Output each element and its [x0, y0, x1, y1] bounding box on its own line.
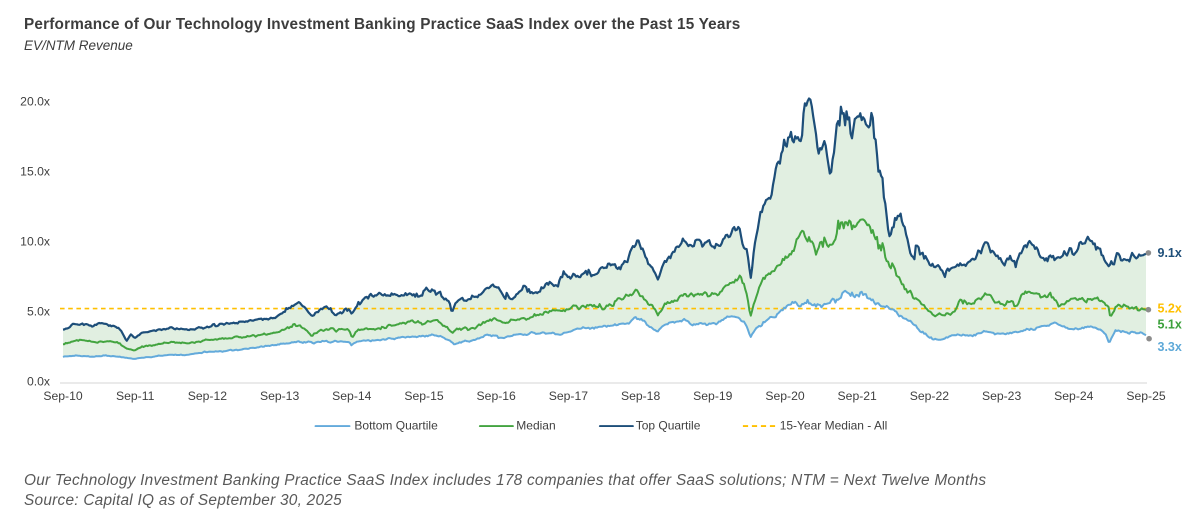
svg-text:20.0x: 20.0x — [20, 95, 50, 109]
svg-text:Top Quartile: Top Quartile — [636, 418, 701, 432]
svg-text:Sep-18: Sep-18 — [621, 389, 661, 403]
svg-text:5.0x: 5.0x — [27, 305, 50, 319]
svg-text:Sep-23: Sep-23 — [982, 389, 1022, 403]
svg-text:Sep-15: Sep-15 — [404, 389, 444, 403]
svg-text:Sep-14: Sep-14 — [332, 389, 372, 403]
svg-text:5.2x: 5.2x — [1158, 301, 1182, 315]
svg-text:Sep-19: Sep-19 — [693, 389, 733, 403]
svg-text:Sep-10: Sep-10 — [43, 389, 83, 403]
svg-text:9.1x: 9.1x — [1158, 246, 1182, 260]
svg-text:Sep-22: Sep-22 — [910, 389, 950, 403]
svg-text:5.1x: 5.1x — [1158, 317, 1182, 331]
svg-text:15.0x: 15.0x — [20, 165, 50, 179]
svg-text:Sep-20: Sep-20 — [765, 389, 805, 403]
svg-text:3.3x: 3.3x — [1158, 340, 1182, 354]
svg-text:Sep-24: Sep-24 — [1054, 389, 1094, 403]
svg-text:Sep-12: Sep-12 — [188, 389, 228, 403]
svg-text:Sep-11: Sep-11 — [116, 389, 155, 403]
svg-text:Sep-21: Sep-21 — [838, 389, 878, 403]
svg-text:15-Year Median - All: 15-Year Median - All — [780, 418, 888, 432]
svg-text:Sep-17: Sep-17 — [549, 389, 589, 403]
svg-text:10.0x: 10.0x — [20, 235, 50, 249]
svg-text:Median: Median — [516, 418, 555, 432]
svg-text:Sep-25: Sep-25 — [1126, 389, 1166, 403]
svg-text:Sep-16: Sep-16 — [477, 389, 517, 403]
svg-text:Sep-13: Sep-13 — [260, 389, 300, 403]
svg-text:Bottom Quartile: Bottom Quartile — [354, 418, 438, 432]
svg-text:0.0x: 0.0x — [27, 375, 50, 389]
